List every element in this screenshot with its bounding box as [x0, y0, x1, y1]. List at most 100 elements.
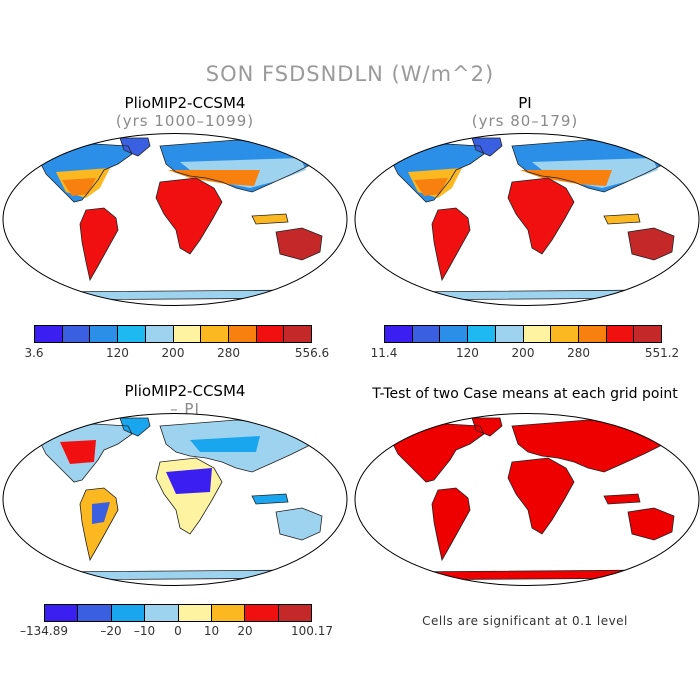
- field-region: [276, 508, 322, 540]
- coastline-australia: [275, 227, 323, 261]
- cb2-tick-label: 551.2: [644, 346, 680, 360]
- cb2-swatch-4: [495, 326, 524, 342]
- panel-4-map: [354, 413, 700, 586]
- cb1-tick-label: 200: [161, 346, 185, 360]
- field-region: [190, 436, 260, 452]
- panel-2-subtitle: (yrs 80–179): [471, 112, 579, 130]
- field-region: [628, 228, 674, 260]
- field-region: [62, 178, 96, 196]
- field-region: [80, 208, 118, 280]
- coastline-australia: [627, 507, 675, 541]
- significant-region-africa: [508, 458, 574, 534]
- field-region: [604, 214, 640, 224]
- cb2-swatch-0: [385, 326, 413, 342]
- colorbar-3: [44, 604, 312, 622]
- coastline-greenland: [119, 417, 151, 437]
- field-region: [252, 214, 288, 224]
- field-region: [508, 178, 574, 254]
- field-region: [386, 290, 670, 300]
- panel-1-map: [2, 133, 348, 306]
- significant-region-northAmerica: [392, 424, 484, 482]
- coastline-africa: [507, 177, 575, 255]
- coastline-australia: [275, 507, 323, 541]
- coastline-indonesia: [603, 213, 641, 225]
- map-border: [2, 413, 348, 586]
- cb3-swatch-7: [278, 605, 311, 621]
- cb1-swatch-0: [35, 326, 63, 342]
- panel-1-subtitle: (yrs 1000–1099): [115, 112, 255, 130]
- coastline-southAmerica: [79, 207, 119, 282]
- field-region: [252, 494, 288, 504]
- cb1-swatch-2: [90, 326, 119, 342]
- significant-region-australia: [628, 508, 674, 540]
- coastline-northAmerica: [391, 423, 485, 483]
- cb3-tick-label: –10: [133, 624, 156, 638]
- cb3-tick-label: –20: [100, 624, 122, 638]
- coastline-australia: [627, 227, 675, 261]
- cb3-swatch-5: [211, 605, 246, 621]
- panel-3-title: PlioMIP2-CCSM4: [124, 382, 246, 400]
- map-border: [354, 133, 700, 306]
- colorbar-3-ticks: –134.89 –20 –10 0 10 20 100.17: [20, 624, 333, 640]
- significant-region-southAmerica: [432, 488, 470, 560]
- cb2-tick-label: 11.4: [370, 346, 398, 360]
- cb2-tick-label: 200: [511, 346, 535, 360]
- field-region: [156, 178, 222, 254]
- field-region: [60, 440, 96, 464]
- cb3-tick-label: 0: [174, 624, 182, 638]
- coastline-indonesia: [603, 493, 641, 505]
- colorbar-2-ticks: 11.4 120 200 280 551.2: [371, 346, 680, 362]
- colorbar-1: [34, 325, 312, 343]
- cb1-swatch-3: [118, 326, 146, 342]
- field-region: [166, 468, 212, 494]
- coastline-northAmerica: [39, 423, 133, 483]
- cb2-swatch-9: [634, 326, 662, 342]
- coastline-africa: [155, 457, 223, 535]
- cb3-swatch-0: [45, 605, 79, 621]
- cb3-swatch-2: [111, 605, 146, 621]
- coastline-africa: [507, 457, 575, 535]
- cb2-tick-label: 280: [567, 346, 591, 360]
- cb2-tick-label: 120: [455, 346, 479, 360]
- coastline-southAmerica: [431, 207, 471, 282]
- cb1-swatch-5: [173, 326, 202, 342]
- cb1-tick-label: 120: [105, 346, 129, 360]
- cb1-tick-label: 280: [217, 346, 241, 360]
- cb1-swatch-4: [145, 326, 174, 342]
- panel-2-map: [354, 133, 700, 306]
- cb1-swatch-8: [256, 326, 285, 342]
- cb3-tick-label: 20: [237, 624, 253, 638]
- field-region: [276, 228, 322, 260]
- cb2-swatch-8: [606, 326, 635, 342]
- cb1-swatch-6: [201, 326, 229, 342]
- cb3-swatch-6: [245, 605, 279, 621]
- cb2-swatch-3: [468, 326, 496, 342]
- cb1-tick-label: 3.6: [24, 346, 44, 360]
- coastline-northAmerica: [39, 143, 133, 203]
- colorbar-2: [384, 325, 662, 343]
- panel-4-title: T-Test of two Case means at each grid po…: [372, 386, 678, 402]
- significant-region-indonesia: [604, 494, 640, 504]
- cb3-swatch-3: [145, 605, 179, 621]
- cb3-swatch-4: [178, 605, 212, 621]
- coastline-indonesia: [251, 213, 289, 225]
- panel-2-title: PI: [518, 94, 532, 112]
- coastline-greenland: [119, 137, 151, 157]
- significant-region-antarctica: [386, 570, 670, 580]
- panel-1-title: PlioMIP2-CCSM4: [124, 94, 246, 112]
- field-region: [92, 502, 110, 524]
- coastline-greenland: [471, 417, 503, 437]
- cb3-tick-label: 100.17: [291, 624, 333, 638]
- map-border: [354, 413, 700, 586]
- coastline-indonesia: [251, 493, 289, 505]
- coastline-africa: [155, 177, 223, 255]
- cb2-swatch-7: [578, 326, 607, 342]
- field-region: [168, 170, 260, 186]
- coastline-greenland: [471, 137, 503, 157]
- cb1-swatch-1: [62, 326, 91, 342]
- cb3-tick-label: 10: [203, 624, 220, 638]
- cb2-swatch-5: [523, 326, 552, 342]
- figure-title: SON FSDSNDLN (W/m^2): [205, 62, 495, 86]
- colorbar-1-ticks: 3.6 120 200 280 556.6: [24, 346, 329, 362]
- field-region: [80, 488, 118, 560]
